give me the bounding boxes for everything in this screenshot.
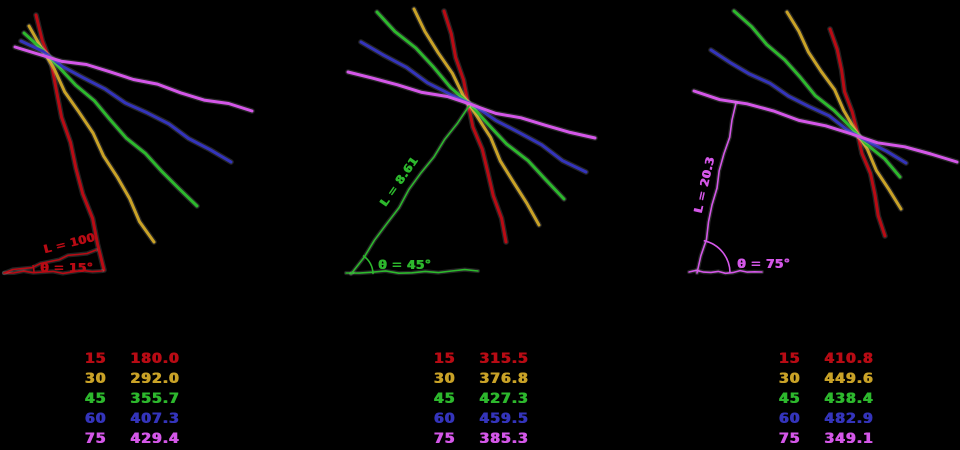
legend-result-value: 410.8 — [824, 351, 874, 367]
legend-row: 30 292.0 — [76, 369, 179, 389]
legend-result-value: 376.8 — [479, 371, 529, 387]
panel-2-fan-line-magenta — [346, 70, 597, 140]
legend-row: 15 315.5 — [425, 349, 528, 369]
panel-3-angle-label: θ = 75° — [738, 257, 791, 271]
legend-result-value: 385.3 — [479, 431, 529, 447]
legend-angle-value: 45 — [778, 391, 800, 407]
legend-angle-value: 60 — [778, 411, 800, 427]
panel-1-fan-line-blue — [19, 39, 233, 164]
legend-angle-value: 15 — [84, 351, 106, 367]
panel-1-angle-arc — [32, 264, 35, 274]
legend-row: 45 355.7 — [76, 389, 179, 409]
legend-angle-value: 15 — [778, 351, 800, 367]
legend-row: 15 180.0 — [76, 349, 179, 369]
legend-row: 75 429.4 — [76, 429, 179, 449]
panel-1-angle-label: θ = 15° — [41, 261, 94, 275]
legend-angle-value: 60 — [433, 411, 455, 427]
legend-result-value: 407.3 — [130, 411, 180, 427]
panel-1-fan-line-yellow — [27, 24, 156, 244]
panel-2-ground-line — [345, 268, 479, 274]
legend-result-value: 427.3 — [479, 391, 529, 407]
legend-result-value: 482.9 — [824, 411, 874, 427]
legend-angle-value: 15 — [433, 351, 455, 367]
legend-result-value: 315.5 — [479, 351, 529, 367]
panel-3-fan-line-green — [732, 9, 902, 179]
panel-1-table: 15 180.0 30 292.0 45 355.7 60 407.3 75 429.4 — [76, 349, 179, 449]
legend-angle-value: 30 — [433, 371, 455, 387]
panel-2-angle-label: θ = 45° — [379, 258, 432, 272]
panel-2: L = 8.61L = 8.61θ = 45°θ = 45° — [343, 6, 598, 277]
panel-3-angle-label: θ = 75° — [737, 257, 790, 271]
panel-3-fan-line-blue — [709, 48, 908, 165]
legend-angle-value: 75 — [778, 431, 800, 447]
legend-angle-value: 75 — [433, 431, 455, 447]
legend-result-value: 429.4 — [130, 431, 180, 447]
legend-angle-value: 30 — [84, 371, 106, 387]
legend-result-value: 349.1 — [824, 431, 874, 447]
legend-angle-value: 75 — [84, 431, 106, 447]
legend-row: 30 376.8 — [425, 369, 528, 389]
legend-result-value: 292.0 — [130, 371, 180, 387]
panel-1-angle-label: θ = 15° — [40, 261, 93, 275]
panel-3-ramp-line — [696, 102, 737, 274]
panel-2-angle-label: θ = 45° — [378, 258, 431, 272]
legend-row: 30 449.6 — [770, 369, 873, 389]
legend-angle-value: 45 — [84, 391, 106, 407]
legend-result-value: 449.6 — [824, 371, 874, 387]
panel-1-ramp-line — [3, 249, 97, 274]
legend-angle-value: 30 — [778, 371, 800, 387]
panel-3-fan-line-yellow — [785, 10, 903, 211]
legend-result-value: 355.7 — [130, 391, 180, 407]
legend-row: 45 438.4 — [770, 389, 873, 409]
panel-1-fan-line-magenta — [13, 45, 254, 113]
panel-2-fan-line-red — [442, 9, 508, 244]
legend-row: 75 349.1 — [770, 429, 873, 449]
panel-2-fan-line-yellow — [412, 7, 541, 227]
panel-3-angle-arc — [703, 240, 731, 274]
legend-angle-value: 45 — [433, 391, 455, 407]
legend-row: 45 427.3 — [425, 389, 528, 409]
legend-row: 60 482.9 — [770, 409, 873, 429]
panel-3-fan-line-magenta — [692, 89, 959, 164]
legend-row: 15 410.8 — [770, 349, 873, 369]
legend-result-value: 438.4 — [824, 391, 874, 407]
panel-3: L = 20.3L = 20.3θ = 75°θ = 75° — [686, 8, 960, 276]
panel-3-table: 15 410.8 30 449.6 45 438.4 60 482.9 75 349.1 — [770, 349, 873, 449]
legend-angle-value: 60 — [84, 411, 106, 427]
legend-row: 60 459.5 — [425, 409, 528, 429]
panel-2-table: 15 315.5 30 376.8 45 427.3 60 459.5 75 385.3 — [425, 349, 528, 449]
legend-row: 60 407.3 — [76, 409, 179, 429]
legend-result-value: 459.5 — [479, 411, 529, 427]
panel-2-angle-arc — [362, 255, 374, 275]
panel-3-ground-line — [688, 269, 763, 275]
panel-2-ramp-line — [350, 105, 470, 275]
legend-result-value: 180.0 — [130, 351, 180, 367]
legend-row: 75 385.3 — [425, 429, 528, 449]
panel-1-ground-line — [3, 269, 103, 275]
